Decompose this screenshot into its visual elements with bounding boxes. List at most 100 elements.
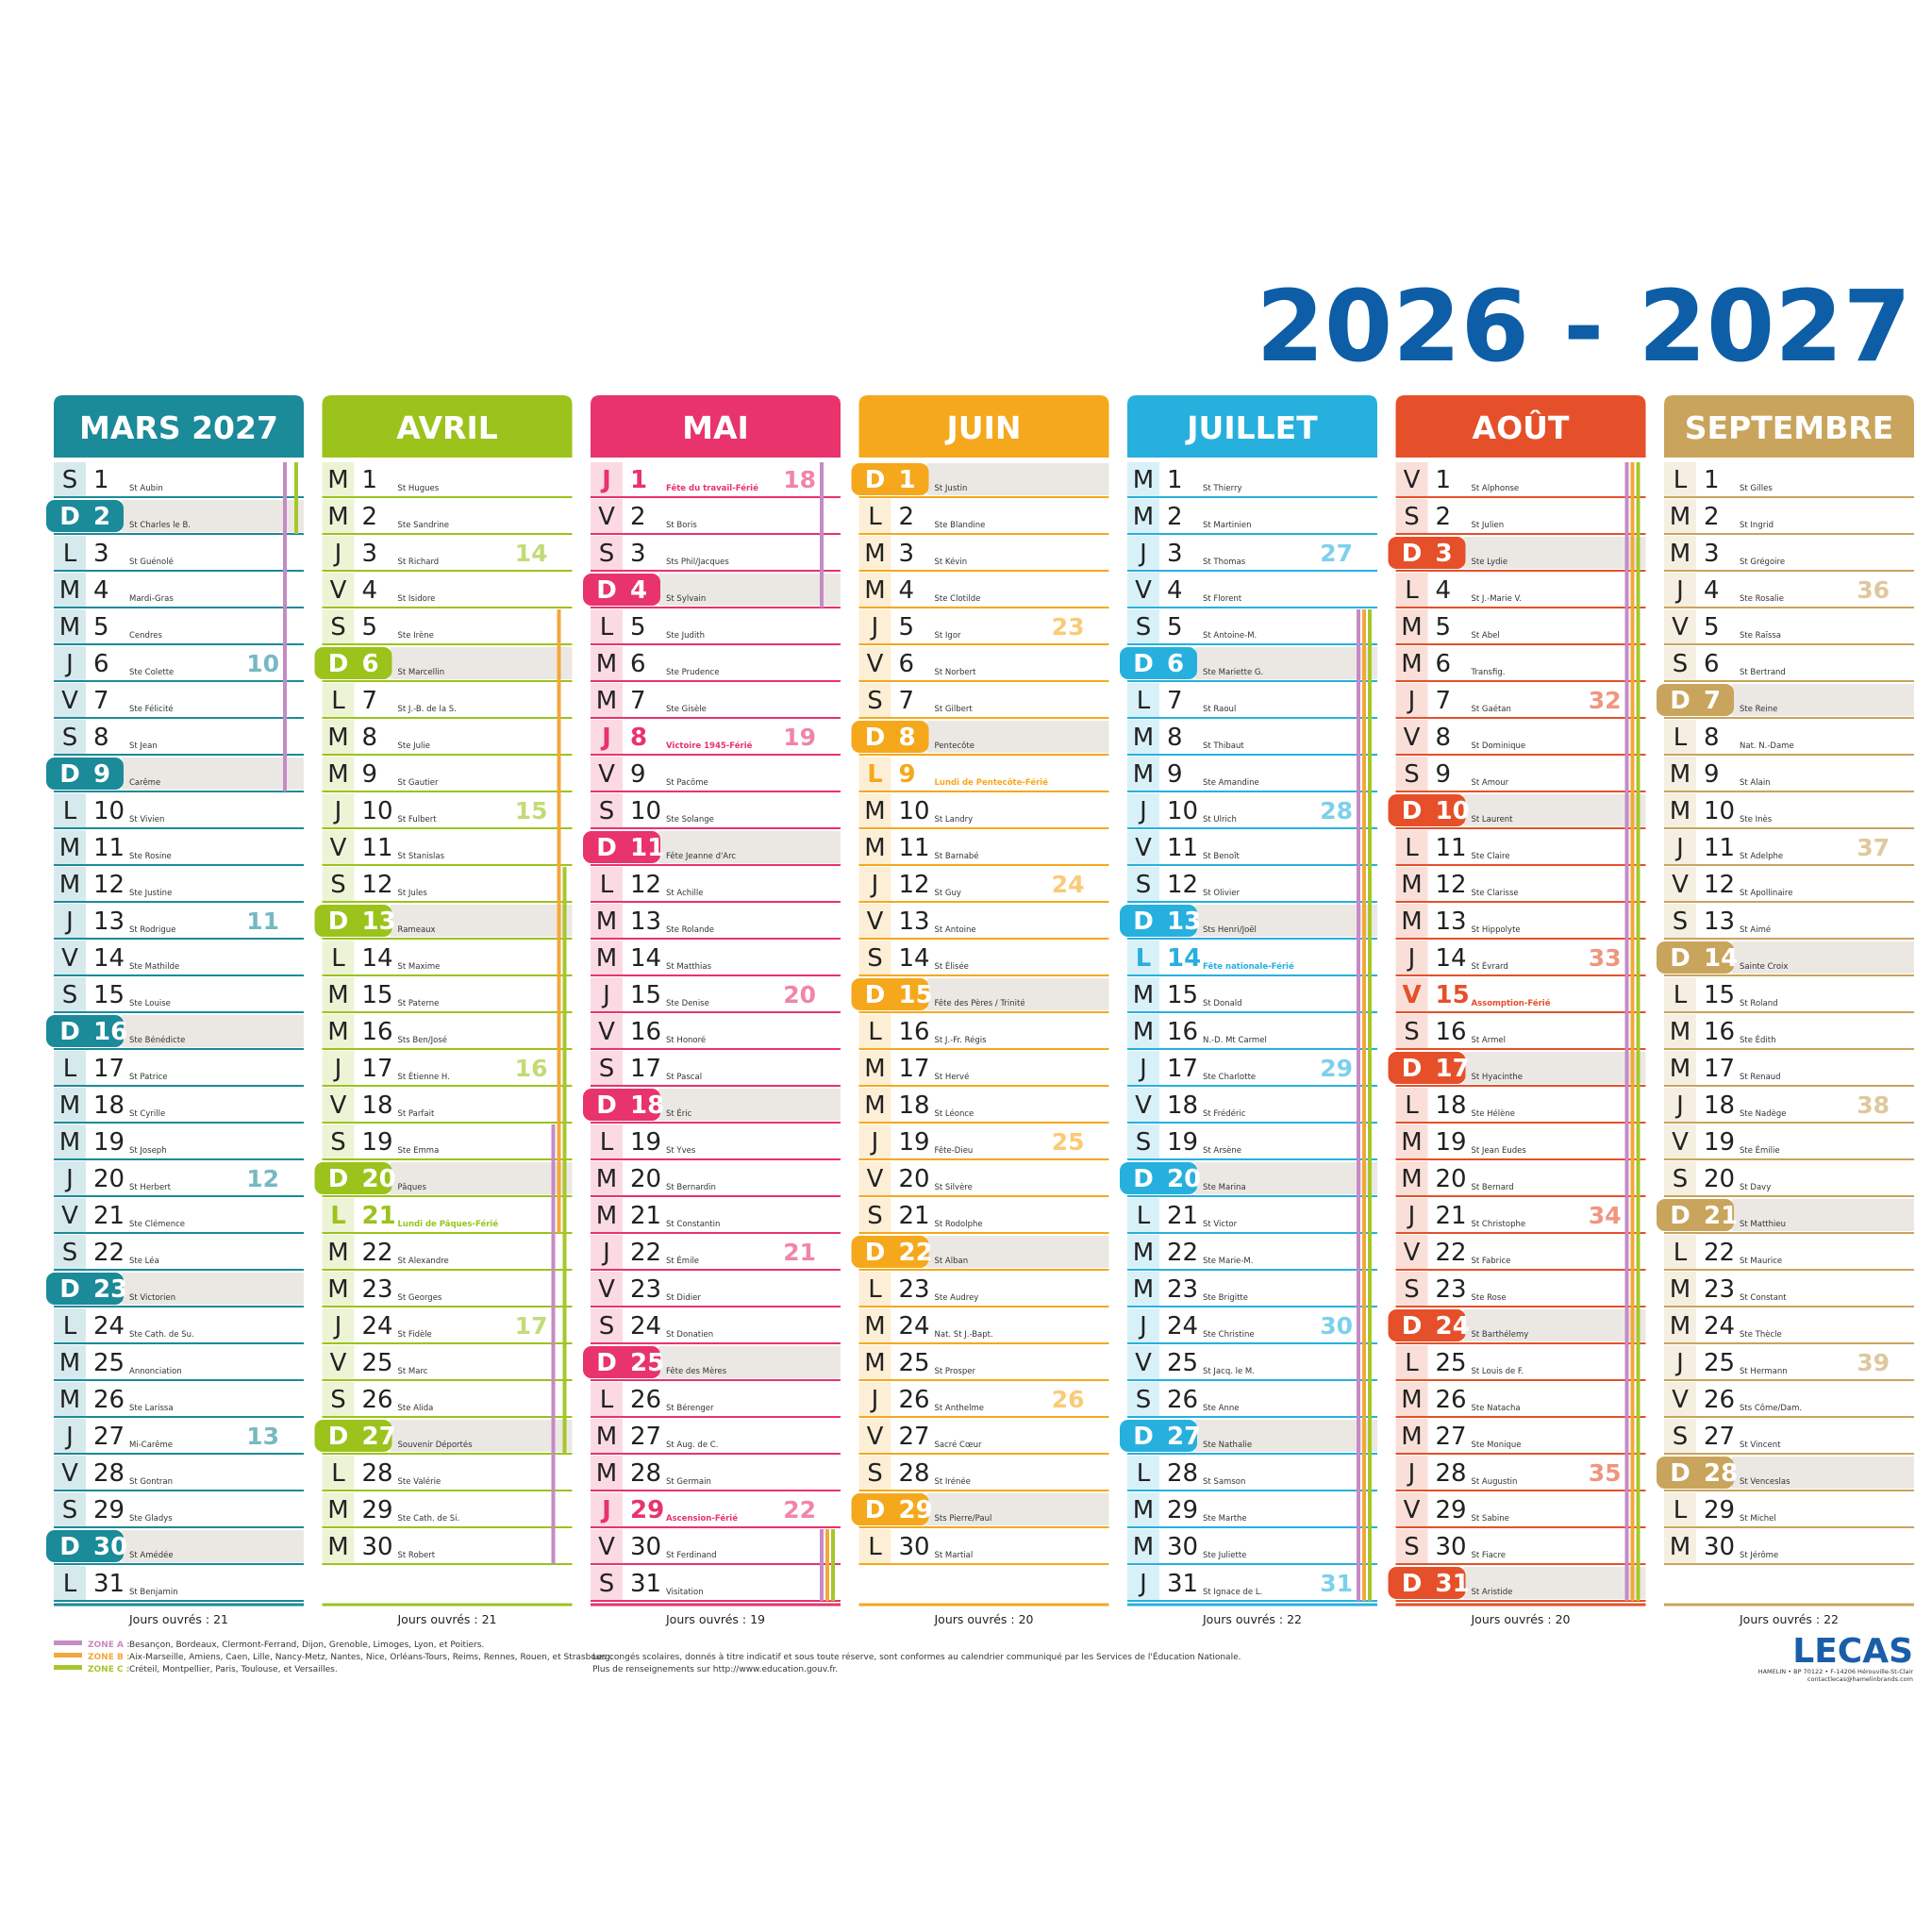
- weekday-letter: S: [1404, 760, 1420, 789]
- saint-name: Ste Lydie: [1472, 558, 1508, 567]
- saint-name: Ste Nathalie: [1203, 1441, 1252, 1450]
- weekday-letter: D: [1133, 650, 1154, 678]
- weekday-letter: L: [63, 1055, 77, 1083]
- saint-name: Fête des Pères / Trinité: [935, 998, 1025, 1008]
- day-number: 15: [1436, 981, 1470, 1009]
- week-number: 30: [1320, 1312, 1353, 1340]
- sunday-pill: [851, 721, 929, 753]
- day-number: 29: [630, 1496, 664, 1524]
- day-number: 24: [362, 1312, 393, 1341]
- sunday-pill: [1120, 1420, 1197, 1452]
- letter-cell: [1664, 609, 1696, 643]
- letter-cell: [858, 1272, 891, 1306]
- saint-name: St Samson: [1203, 1477, 1245, 1487]
- weekday-letter: D: [865, 724, 886, 752]
- letter-cell: [1127, 536, 1159, 570]
- saint-name: Mi-Carême: [129, 1440, 173, 1450]
- letter-cell: [322, 1382, 355, 1416]
- weekday-letter: S: [62, 466, 78, 494]
- day-number: 2: [630, 503, 646, 531]
- saint-name: St Martinien: [1203, 521, 1252, 530]
- day-number: 11: [1167, 834, 1198, 862]
- letter-cell: [858, 1382, 891, 1416]
- day-number: 18: [630, 1091, 664, 1120]
- weekday-letter: J: [333, 797, 342, 825]
- day-number: 27: [362, 1423, 396, 1451]
- letter-cell: [591, 977, 623, 1011]
- weekday-letter: V: [330, 1349, 347, 1377]
- sunday-pill: [851, 978, 929, 1010]
- weekday-letter: M: [327, 1018, 348, 1046]
- week-number: 28: [1320, 797, 1353, 824]
- saint-name: St Thibaut: [1203, 741, 1244, 751]
- day-number: 16: [630, 1018, 661, 1046]
- saint-name: St Maurice: [1740, 1257, 1782, 1266]
- sunday-band: [1732, 941, 1914, 974]
- letter-cell: [1395, 1492, 1428, 1526]
- day-number: 24: [1436, 1312, 1470, 1341]
- sunday-band: [122, 1273, 304, 1305]
- weekday-letter: M: [596, 1202, 617, 1230]
- weekday-letter: L: [1405, 576, 1419, 605]
- weekday-letter: M: [1670, 503, 1690, 531]
- day-number: 26: [1704, 1386, 1735, 1414]
- weekday-letter: V: [1135, 834, 1152, 862]
- day-number: 21: [899, 1202, 930, 1230]
- letter-cell: [858, 1051, 891, 1085]
- letter-cell: [591, 1051, 623, 1085]
- weekday-letter: D: [596, 834, 617, 862]
- saint-name: Ste Alida: [398, 1404, 434, 1413]
- sunday-pill: [1120, 905, 1197, 937]
- letter-cell: [1127, 757, 1159, 791]
- letter-cell: [858, 573, 891, 607]
- day-number: 23: [1167, 1275, 1198, 1304]
- letter-cell: [322, 1529, 355, 1563]
- letter-cell: [858, 1124, 891, 1158]
- day-number: 29: [1704, 1496, 1735, 1524]
- saint-name: Ste Christine: [1203, 1330, 1255, 1340]
- weekday-letter: M: [1670, 760, 1690, 789]
- day-number: 17: [899, 1055, 930, 1083]
- day-number: 25: [362, 1349, 393, 1377]
- letter-cell: [1127, 499, 1159, 533]
- sunday-pill: [1120, 647, 1197, 679]
- week-number: 39: [1857, 1349, 1890, 1376]
- letter-cell: [591, 720, 623, 754]
- weekday-letter: M: [327, 760, 348, 789]
- weekday-letter: M: [59, 834, 80, 862]
- saint-name: St Gontran: [129, 1477, 173, 1487]
- day-number: 6: [630, 650, 646, 678]
- letter-cell: [1127, 977, 1159, 1011]
- saint-name: St Jules: [398, 889, 428, 898]
- sunday-pill: [851, 1493, 929, 1525]
- letter-cell: [1395, 462, 1428, 496]
- day-number: 5: [1167, 613, 1183, 641]
- letter-cell: [1664, 1235, 1696, 1269]
- day-number: 2: [1704, 503, 1720, 531]
- day-number: 16: [1436, 1018, 1467, 1046]
- saint-name: Annonciation: [129, 1367, 182, 1376]
- letter-cell: [1127, 1456, 1159, 1490]
- holiday-name: Fête nationale-Férié: [1203, 961, 1294, 972]
- letter-cell: [1127, 1051, 1159, 1085]
- letter-cell: [1664, 536, 1696, 570]
- day-number: 17: [1704, 1055, 1735, 1083]
- letter-cell: [591, 609, 623, 643]
- week-number: 31: [1320, 1570, 1353, 1597]
- saint-name: St Joseph: [129, 1146, 167, 1156]
- weekday-letter: M: [59, 576, 80, 605]
- letter-cell: [1395, 1014, 1428, 1048]
- letter-cell: [1127, 1272, 1159, 1306]
- saint-name: St Didier: [666, 1293, 701, 1303]
- weekday-letter: M: [864, 1349, 885, 1377]
- week-number: 15: [515, 797, 548, 824]
- sunday-band: [1195, 1420, 1377, 1452]
- letter-cell: [322, 1456, 355, 1490]
- letter-cell: [591, 1198, 623, 1232]
- day-number: 17: [1167, 1055, 1198, 1083]
- letter-cell: [1664, 1345, 1696, 1379]
- weekday-letter: J: [1138, 797, 1147, 825]
- day-number: 31: [630, 1570, 661, 1598]
- weekday-letter: M: [1401, 650, 1422, 678]
- day-number: 8: [362, 724, 378, 752]
